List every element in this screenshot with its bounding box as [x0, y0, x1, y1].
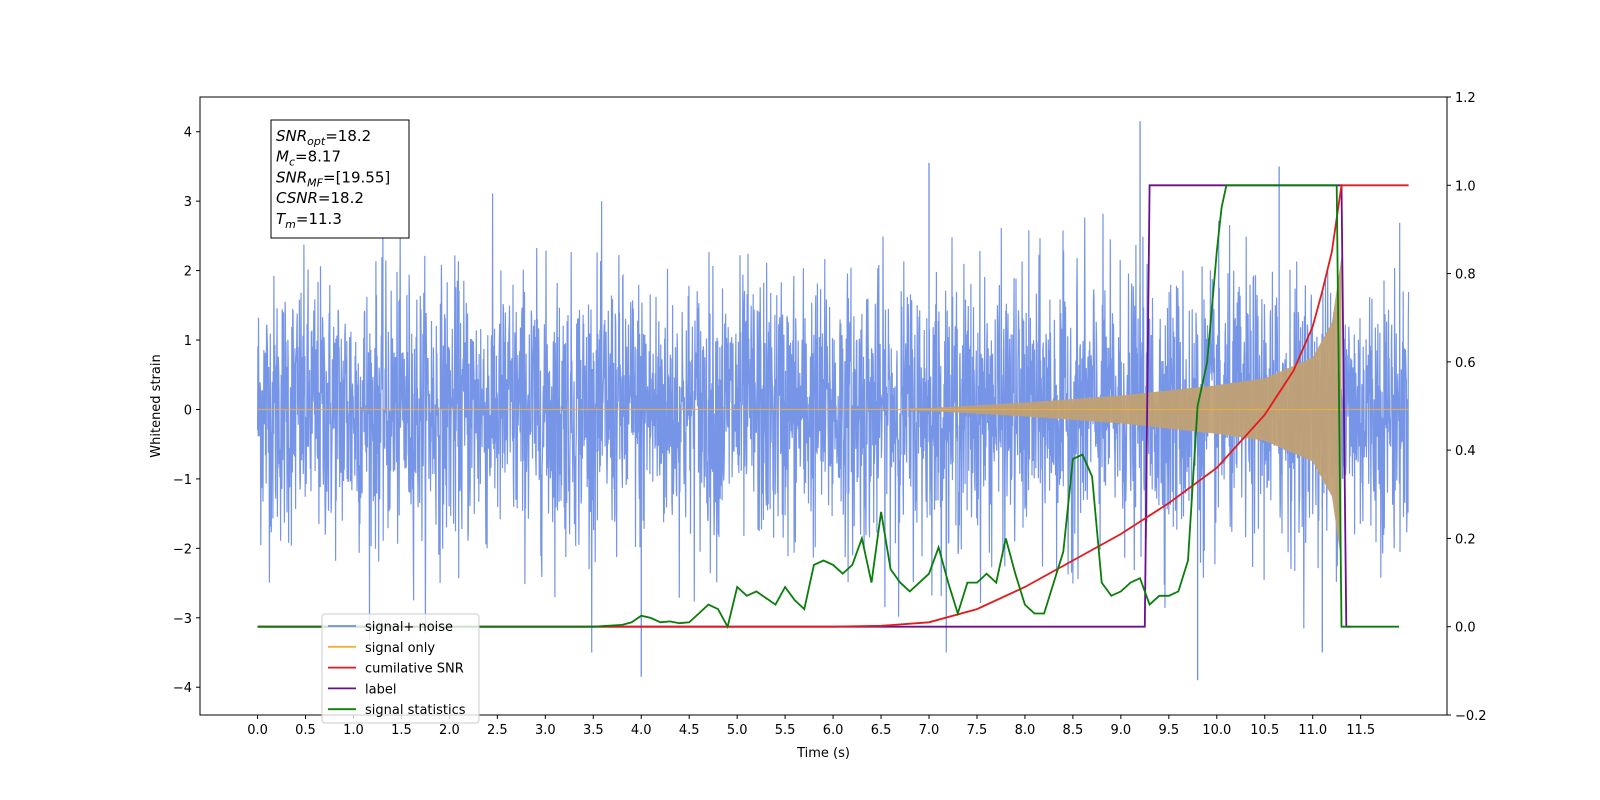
x-tick-label: 4.5 [679, 723, 700, 738]
legend-frame [321, 613, 480, 724]
x-tick-label: 0.0 [247, 723, 268, 738]
annotation-subscript: c [289, 156, 295, 169]
x-tick-label: 6.0 [823, 723, 844, 738]
x-tick-label: 10.0 [1202, 723, 1231, 738]
annotation-line: Mc=8.17 [276, 148, 341, 169]
y-left-tick-label: −3 [173, 612, 192, 627]
x-tick-label: 8.5 [1063, 723, 1084, 738]
x-tick-label: 5.5 [775, 723, 796, 738]
y-right-tick-label: 1.0 [1455, 179, 1476, 194]
annotation-symbol: M [276, 148, 289, 166]
x-tick-label: 2.0 [439, 723, 460, 738]
y-right-tick-label: 0.2 [1455, 532, 1476, 547]
x-tick-label: 3.0 [535, 723, 556, 738]
x-tick-label: 6.5 [871, 723, 892, 738]
x-tick-label: 9.0 [1111, 723, 1132, 738]
annotation-line: CSNR=18.2 [276, 189, 364, 207]
y-right-tick-label: 0.8 [1455, 268, 1476, 283]
legend-entry-label: cumilative SNR [365, 662, 464, 677]
annotation-line: SNRopt=18.2 [276, 127, 371, 148]
series-signal-noise-line [257, 193, 1410, 653]
x-tick-label: 1.0 [343, 723, 364, 738]
x-tick-label: 10.5 [1250, 723, 1279, 738]
y-axis-right: 1.2 1.0 0.8 0.6 0.4 0.2 0.0 −0.2 [1447, 91, 1487, 724]
annotation-frame [270, 119, 410, 239]
y-right-tick-label: −0.2 [1455, 709, 1487, 724]
x-tick-label: 7.5 [967, 723, 988, 738]
annotation-box: SNRopt=18.2Mc=8.17SNRMF=[19.55]CSNR=18.2… [270, 119, 410, 239]
x-tick-label: 4.0 [631, 723, 652, 738]
y-right-tick-label: 1.2 [1455, 91, 1476, 106]
annotation-subscript: m [285, 218, 296, 231]
x-axis-label: Time (s) [796, 746, 850, 761]
x-tick-label: 9.5 [1158, 723, 1179, 738]
annotation-symbol: SNR [276, 168, 307, 186]
annotation-value: =[19.55] [323, 168, 390, 186]
plot-area [257, 121, 1410, 681]
x-axis: 0.0 0.5 1.0 1.5 2.0 2.5 3.0 3.5 4.0 4.5 5.0 5.5 6.0 6… [247, 715, 1375, 738]
y-left-tick-label: 3 [184, 195, 192, 210]
y-right-tick-label: 0.0 [1455, 621, 1476, 636]
legend-entry-label: signal statistics [365, 703, 466, 718]
legend: signal+ noise signal only cumilative SNR la… [321, 613, 480, 724]
annotation-symbol: SNR [276, 127, 307, 145]
y-right-tick-label: 0.4 [1455, 444, 1476, 459]
annotation-subscript: MF [307, 176, 323, 189]
series-cumulative-snr-line [257, 184, 1409, 628]
y-left-tick-label: 4 [184, 126, 192, 141]
x-tick-label: 7.0 [919, 723, 940, 738]
x-tick-label: 11.5 [1346, 723, 1375, 738]
y-left-tick-label: −4 [173, 681, 192, 696]
y-left-tick-label: 2 [184, 265, 192, 280]
x-tick-label: 3.5 [583, 723, 604, 738]
y-left-tick-label: 1 [184, 334, 192, 349]
y-axis-label: Whitened strain [149, 354, 164, 457]
legend-entry-label: signal only [365, 641, 435, 656]
x-tick-label: 1.5 [391, 723, 412, 738]
series-signal-statistics-line [257, 184, 1399, 630]
y-axis-left: 4 3 2 1 0 −1 −2 −3 −4 [173, 126, 200, 696]
annotation-line: Tm=11.3 [276, 210, 342, 231]
y-left-tick-label: −2 [173, 542, 192, 557]
legend-entry-label: label [365, 682, 396, 697]
legend-entry-label: signal+ noise [365, 620, 453, 635]
annotation-symbol: CSNR [276, 189, 318, 207]
annotation-line: SNRMF=[19.55] [276, 168, 390, 189]
axes-frame [199, 96, 1448, 716]
y-left-tick-label: 0 [184, 403, 192, 418]
annotation-value: =11.3 [296, 210, 342, 228]
x-tick-label: 2.5 [487, 723, 508, 738]
y-right-tick-label: 0.6 [1455, 356, 1476, 371]
annotation-symbol: T [276, 210, 287, 228]
annotation-value: =18.2 [325, 127, 371, 145]
annotation-subscript: opt [307, 135, 326, 148]
y-left-tick-label: −1 [173, 473, 192, 488]
x-tick-label: 5.0 [727, 723, 748, 738]
x-tick-label: 8.0 [1015, 723, 1036, 738]
annotation-value: =18.2 [318, 189, 364, 207]
x-tick-label: 11.0 [1298, 723, 1327, 738]
annotation-value: =8.17 [295, 148, 341, 166]
x-tick-label: 0.5 [295, 723, 316, 738]
